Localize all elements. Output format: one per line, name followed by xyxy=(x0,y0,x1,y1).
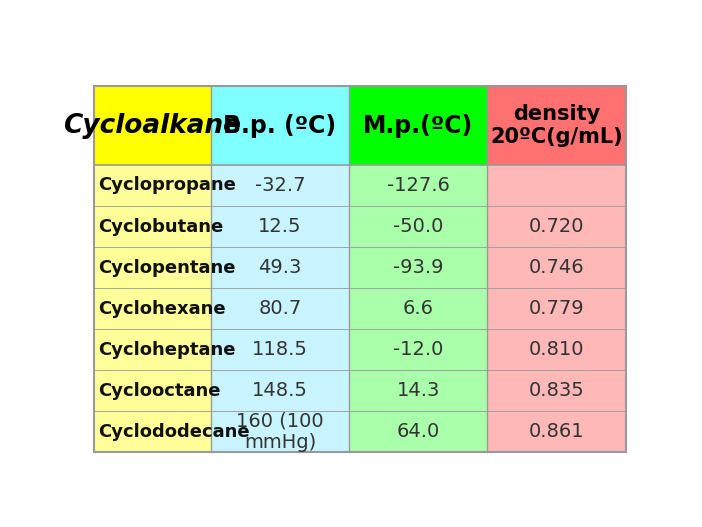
Text: 0.861: 0.861 xyxy=(529,422,584,441)
Text: 64.0: 64.0 xyxy=(397,422,440,441)
Text: Cyclobutane: Cyclobutane xyxy=(98,218,224,236)
Bar xyxy=(349,86,487,165)
Text: M.p.(ºC): M.p.(ºC) xyxy=(363,114,473,138)
Bar xyxy=(94,86,211,165)
Text: Cyclopropane: Cyclopropane xyxy=(98,177,237,194)
Text: 0.835: 0.835 xyxy=(529,381,584,400)
Bar xyxy=(487,247,625,288)
Bar xyxy=(211,247,349,288)
Text: 80.7: 80.7 xyxy=(258,299,302,318)
Text: B.p. (ºC): B.p. (ºC) xyxy=(223,114,336,138)
Text: Cycloheptane: Cycloheptane xyxy=(98,340,236,358)
Bar xyxy=(487,86,625,165)
Text: 0.810: 0.810 xyxy=(529,340,584,359)
Bar xyxy=(211,86,349,165)
Bar xyxy=(211,411,349,452)
Text: 6.6: 6.6 xyxy=(403,299,434,318)
Text: 0.746: 0.746 xyxy=(529,258,584,277)
Bar xyxy=(349,288,487,329)
Bar xyxy=(94,370,211,411)
Bar xyxy=(349,206,487,247)
Text: Cyclohexane: Cyclohexane xyxy=(98,299,226,318)
Bar xyxy=(94,288,211,329)
Bar xyxy=(211,329,349,370)
Bar xyxy=(487,206,625,247)
Text: Cyclooctane: Cyclooctane xyxy=(98,382,221,399)
Bar xyxy=(211,165,349,206)
Text: density
20ºC(g/mL): density 20ºC(g/mL) xyxy=(490,104,623,147)
Bar xyxy=(349,411,487,452)
Bar xyxy=(94,247,211,288)
Bar xyxy=(487,165,625,206)
Text: 148.5: 148.5 xyxy=(252,381,308,400)
Bar xyxy=(349,329,487,370)
Bar xyxy=(349,165,487,206)
Text: -12.0: -12.0 xyxy=(393,340,444,359)
Bar xyxy=(94,411,211,452)
Text: Cycloalkane: Cycloalkane xyxy=(63,113,241,139)
Bar xyxy=(487,411,625,452)
Text: 14.3: 14.3 xyxy=(397,381,440,400)
Bar xyxy=(487,329,625,370)
Text: 49.3: 49.3 xyxy=(258,258,302,277)
Text: 160 (100
mmHg): 160 (100 mmHg) xyxy=(236,411,324,452)
Text: 0.779: 0.779 xyxy=(529,299,584,318)
Bar xyxy=(487,288,625,329)
Text: 12.5: 12.5 xyxy=(258,217,302,236)
Bar xyxy=(211,370,349,411)
Text: -93.9: -93.9 xyxy=(393,258,444,277)
Bar xyxy=(94,329,211,370)
Bar xyxy=(487,370,625,411)
Text: Cyclododecane: Cyclododecane xyxy=(98,423,250,441)
Text: 0.720: 0.720 xyxy=(529,217,584,236)
Bar xyxy=(349,370,487,411)
Text: -32.7: -32.7 xyxy=(255,176,305,195)
Text: Cyclopentane: Cyclopentane xyxy=(98,259,236,277)
Bar xyxy=(211,206,349,247)
Bar xyxy=(211,288,349,329)
Text: 118.5: 118.5 xyxy=(252,340,308,359)
Text: -50.0: -50.0 xyxy=(393,217,444,236)
Bar xyxy=(349,247,487,288)
Text: -127.6: -127.6 xyxy=(387,176,450,195)
Bar xyxy=(94,165,211,206)
Bar xyxy=(94,206,211,247)
